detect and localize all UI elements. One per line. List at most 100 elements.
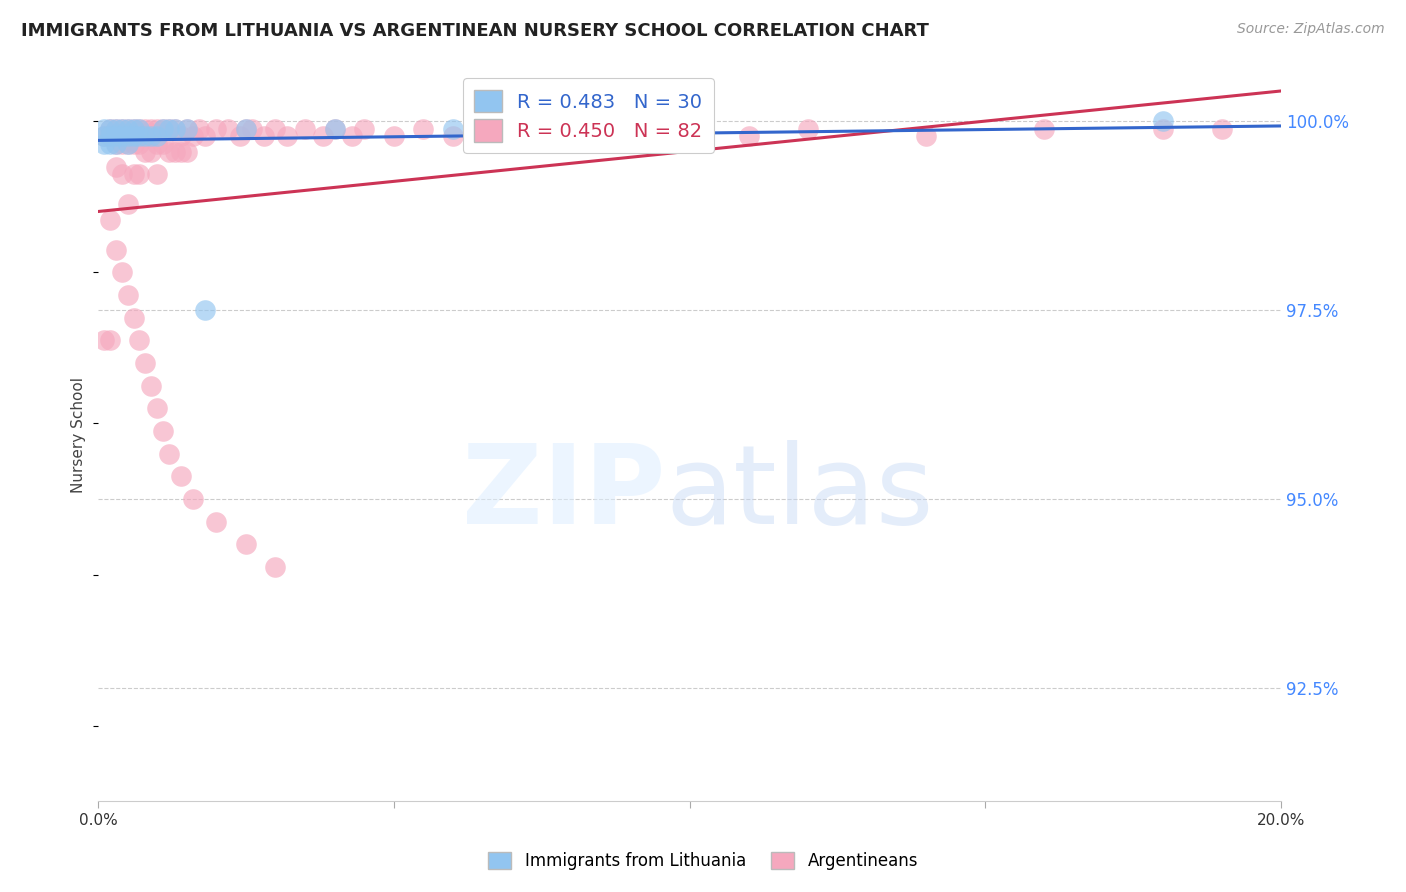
- Point: [217, 122, 239, 136]
- Point: [170, 129, 193, 144]
- Point: [117, 136, 139, 151]
- Point: [98, 122, 121, 136]
- Text: IMMIGRANTS FROM LITHUANIA VS ARGENTINEAN NURSERY SCHOOL CORRELATION CHART: IMMIGRANTS FROM LITHUANIA VS ARGENTINEAN…: [21, 22, 929, 40]
- Point: [353, 122, 375, 136]
- Point: [104, 122, 127, 136]
- Point: [128, 129, 150, 144]
- Point: [98, 122, 121, 136]
- Point: [915, 129, 938, 144]
- Point: [163, 122, 186, 136]
- Point: [264, 560, 287, 574]
- Point: [117, 129, 139, 144]
- Point: [122, 129, 145, 144]
- Point: [1152, 114, 1174, 128]
- Point: [193, 129, 215, 144]
- Point: [117, 122, 139, 136]
- Point: [412, 122, 434, 136]
- Point: [152, 122, 174, 136]
- Point: [128, 167, 150, 181]
- Point: [128, 122, 150, 136]
- Point: [181, 491, 204, 506]
- Y-axis label: Nursery School: Nursery School: [72, 376, 86, 492]
- Point: [141, 129, 163, 144]
- Point: [235, 122, 257, 136]
- Point: [122, 310, 145, 325]
- Point: [560, 122, 582, 136]
- Point: [382, 129, 405, 144]
- Point: [122, 122, 145, 136]
- Point: [111, 167, 134, 181]
- Point: [264, 122, 287, 136]
- Point: [104, 129, 127, 144]
- Point: [152, 424, 174, 438]
- Point: [152, 136, 174, 151]
- Point: [134, 356, 156, 370]
- Point: [240, 122, 263, 136]
- Point: [176, 145, 198, 159]
- Legend: Immigrants from Lithuania, Argentineans: Immigrants from Lithuania, Argentineans: [481, 845, 925, 877]
- Point: [163, 145, 186, 159]
- Point: [134, 122, 156, 136]
- Point: [122, 136, 145, 151]
- Point: [98, 129, 121, 144]
- Point: [111, 122, 134, 136]
- Point: [93, 129, 115, 144]
- Point: [441, 129, 464, 144]
- Point: [128, 122, 150, 136]
- Point: [737, 129, 759, 144]
- Point: [205, 122, 228, 136]
- Point: [323, 122, 346, 136]
- Point: [146, 167, 169, 181]
- Point: [253, 129, 276, 144]
- Point: [163, 122, 186, 136]
- Point: [235, 122, 257, 136]
- Point: [111, 136, 134, 151]
- Point: [117, 136, 139, 151]
- Point: [98, 136, 121, 151]
- Point: [294, 122, 316, 136]
- Point: [117, 122, 139, 136]
- Point: [1211, 122, 1233, 136]
- Point: [170, 469, 193, 483]
- Point: [157, 145, 180, 159]
- Point: [141, 378, 163, 392]
- Point: [312, 129, 335, 144]
- Point: [104, 243, 127, 257]
- Point: [157, 122, 180, 136]
- Point: [146, 136, 169, 151]
- Point: [104, 136, 127, 151]
- Point: [111, 122, 134, 136]
- Point: [98, 212, 121, 227]
- Point: [98, 129, 121, 144]
- Point: [229, 129, 252, 144]
- Point: [93, 136, 115, 151]
- Point: [93, 334, 115, 348]
- Point: [276, 129, 298, 144]
- Point: [342, 129, 364, 144]
- Point: [146, 122, 169, 136]
- Point: [104, 160, 127, 174]
- Point: [235, 537, 257, 551]
- Point: [117, 197, 139, 211]
- Text: Source: ZipAtlas.com: Source: ZipAtlas.com: [1237, 22, 1385, 37]
- Point: [678, 129, 700, 144]
- Text: atlas: atlas: [666, 440, 935, 547]
- Point: [141, 122, 163, 136]
- Point: [93, 129, 115, 144]
- Point: [619, 129, 641, 144]
- Point: [104, 122, 127, 136]
- Point: [93, 122, 115, 136]
- Point: [98, 334, 121, 348]
- Point: [111, 265, 134, 279]
- Point: [117, 288, 139, 302]
- Point: [441, 122, 464, 136]
- Point: [170, 145, 193, 159]
- Point: [122, 167, 145, 181]
- Legend: R = 0.483   N = 30, R = 0.450   N = 82: R = 0.483 N = 30, R = 0.450 N = 82: [463, 78, 714, 153]
- Point: [501, 129, 523, 144]
- Point: [128, 136, 150, 151]
- Point: [152, 122, 174, 136]
- Text: ZIP: ZIP: [463, 440, 666, 547]
- Point: [1152, 122, 1174, 136]
- Point: [128, 334, 150, 348]
